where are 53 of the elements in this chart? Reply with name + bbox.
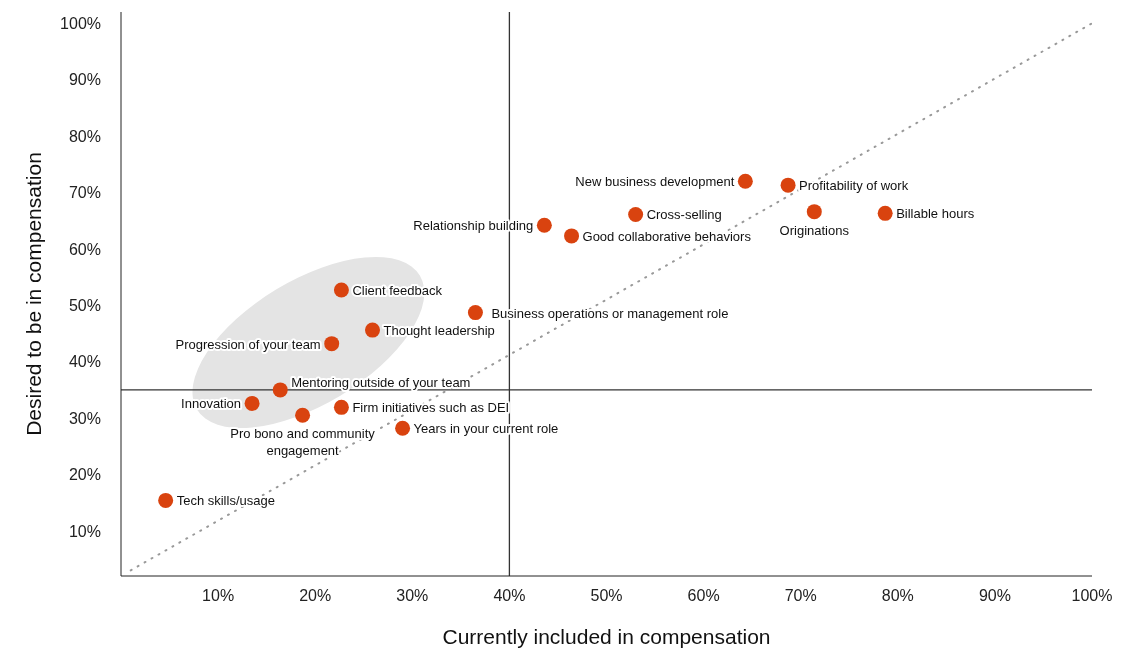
point	[158, 492, 174, 508]
y-tick-label: 30%	[68, 409, 101, 427]
y-tick-label: 60%	[68, 240, 101, 258]
x-tick-label: 50%	[590, 587, 623, 605]
y-tick-label: 50%	[68, 296, 101, 314]
y-tick-label: 90%	[68, 71, 101, 89]
annotation: Firm initiatives such as DEI	[352, 400, 510, 416]
point	[628, 206, 644, 222]
annotation: Good collaborative behaviors	[582, 228, 752, 244]
point	[244, 395, 260, 411]
annotation: Pro bono and community engagement	[230, 426, 376, 459]
point	[395, 420, 411, 436]
point	[806, 204, 822, 220]
x-tick-label: 20%	[299, 587, 332, 605]
x-tick-label: 90%	[978, 587, 1011, 605]
x-tick-label: 60%	[687, 587, 720, 605]
annotation: Profitability of work	[799, 178, 909, 194]
point	[780, 177, 796, 193]
x-axis-title: Currently included in compensation	[442, 625, 771, 648]
annotation: Thought leadership	[383, 323, 495, 339]
point	[272, 382, 288, 398]
y-axis-title: Desired to be in compensation	[22, 152, 46, 436]
x-tick-label: 30%	[396, 587, 429, 605]
point	[364, 322, 380, 338]
x-tick-label: 40%	[493, 587, 526, 605]
x-tick-label: 70%	[784, 587, 817, 605]
annotation: Billable hours	[896, 206, 975, 222]
annotation: Innovation	[181, 396, 242, 412]
point	[467, 305, 483, 321]
annotation: Mentoring outside of your team	[291, 374, 471, 390]
point	[877, 205, 893, 221]
y-tick-label: 10%	[68, 522, 101, 540]
point	[536, 217, 552, 233]
annotation: Originations	[779, 222, 850, 238]
annotation: New business development	[575, 174, 735, 190]
y-tick-label: 100%	[60, 14, 101, 32]
y-tick-label: 40%	[68, 353, 101, 371]
annotation: Tech skills/usage	[176, 493, 275, 509]
annotation: Client feedback	[352, 283, 443, 299]
y-tick-label: 70%	[68, 184, 101, 202]
x-tick-label: 10%	[202, 587, 235, 605]
x-tick-label: 80%	[881, 587, 914, 605]
point	[324, 336, 340, 352]
y-tick-label: 80%	[68, 127, 101, 145]
point	[737, 173, 753, 189]
point	[333, 282, 349, 298]
point	[333, 399, 349, 415]
y-tick-label: 20%	[68, 466, 101, 484]
point	[564, 228, 580, 244]
x-tick-label: 100%	[1071, 587, 1113, 605]
point	[295, 407, 311, 423]
annotation: Progression of your team	[175, 336, 321, 352]
annotation: Cross-selling	[646, 207, 722, 223]
